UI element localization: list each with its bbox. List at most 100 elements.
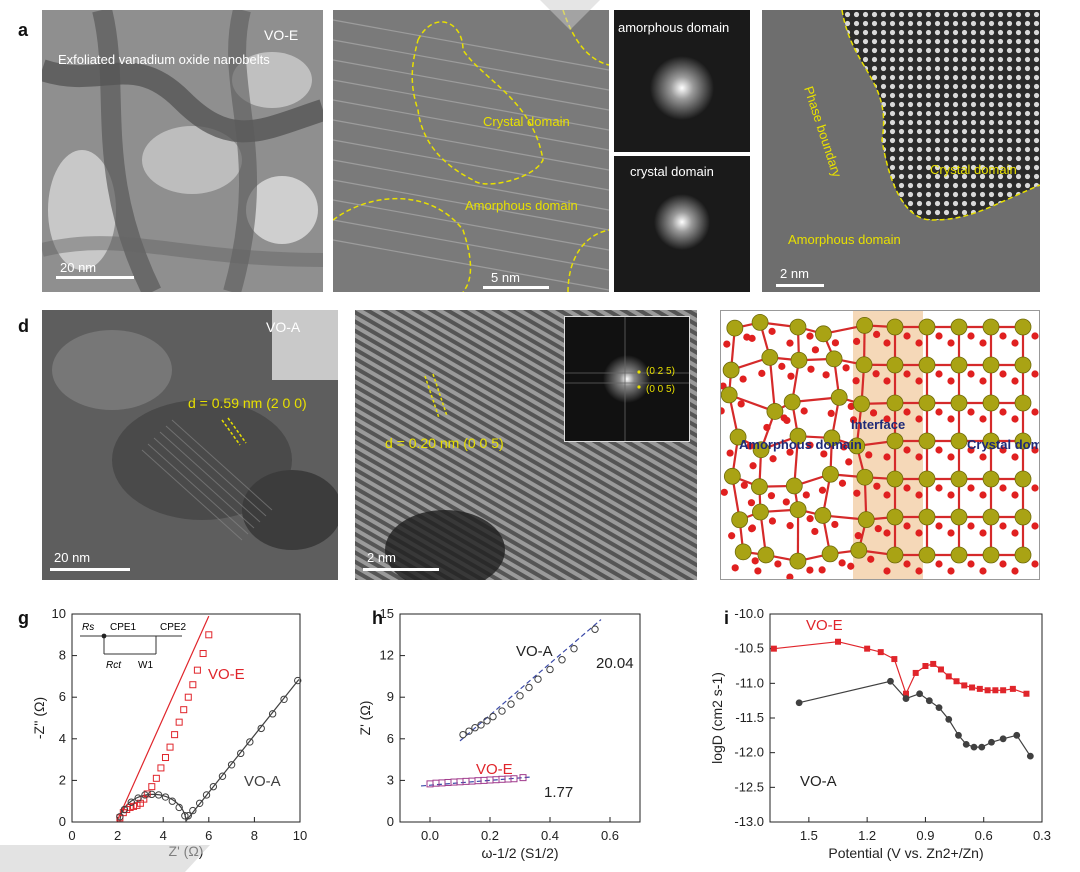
scale-bar-a: 20 nm xyxy=(60,260,96,275)
panel-label-h: h xyxy=(372,608,383,628)
data-point xyxy=(937,666,944,673)
oxygen-atom xyxy=(935,446,943,454)
circuit-cpe1: CPE1 xyxy=(110,622,137,633)
vanadium-atom xyxy=(950,546,968,564)
series-label-vo-a: VO-A xyxy=(244,773,281,790)
vanadium-atom xyxy=(721,386,738,404)
vanadium-atom xyxy=(886,394,904,412)
data-point xyxy=(477,721,485,729)
y-tick-label: 10 xyxy=(52,606,66,621)
data-point xyxy=(519,774,527,782)
oxygen-atom xyxy=(847,402,855,411)
oxygen-atom xyxy=(915,415,923,423)
data-point xyxy=(268,710,277,718)
vanadium-atom xyxy=(752,503,769,521)
data-point xyxy=(912,669,919,676)
oxygen-atom xyxy=(967,560,975,568)
vanadium-atom xyxy=(783,393,801,411)
data-point xyxy=(510,775,518,783)
hrtem-image-b: Crystal domain Amorphous domain 5 nm xyxy=(333,10,609,292)
oxygen-atom xyxy=(786,522,794,530)
y-tick-label: -10.5 xyxy=(734,641,764,656)
series-line xyxy=(773,641,1027,696)
oxygen-atom xyxy=(999,332,1007,340)
oxygen-atom xyxy=(979,415,987,423)
bond xyxy=(768,357,776,412)
data-point xyxy=(984,687,991,694)
vanadium-atom xyxy=(789,318,807,336)
vanadium-atom xyxy=(789,552,807,570)
oxygen-atom xyxy=(999,522,1007,530)
x-tick-label: 2 xyxy=(114,828,121,843)
vanadium-atom xyxy=(790,351,808,369)
oxygen-atom xyxy=(903,408,911,416)
oxygen-atom xyxy=(1011,453,1019,461)
oxygen-atom xyxy=(1011,529,1019,537)
data-point xyxy=(171,731,179,739)
oxygen-atom xyxy=(854,532,862,540)
sample-tag-d: VO-A xyxy=(266,319,301,335)
oxygen-atom xyxy=(782,498,790,506)
oxygen-atom xyxy=(726,449,734,457)
data-point xyxy=(459,730,467,739)
oxygen-atom xyxy=(831,339,840,347)
oxygen-atom xyxy=(915,567,923,575)
vanadium-atom xyxy=(766,403,784,420)
vanadium-atom xyxy=(731,511,749,529)
y-tick-label: -11.0 xyxy=(735,675,764,690)
oxygen-atom xyxy=(883,529,891,537)
y-tick-label: 0 xyxy=(59,814,66,829)
oxygen-atom xyxy=(1011,377,1019,385)
vanadium-atom xyxy=(825,350,843,368)
interface-label-f: Interface xyxy=(851,417,905,432)
data-point xyxy=(257,724,265,733)
amorphous-label-b: Amorphous domain xyxy=(465,198,578,213)
oxygen-atom xyxy=(1031,370,1039,378)
vanadium-atom xyxy=(729,428,747,446)
data-point xyxy=(969,684,976,691)
oxygen-atom xyxy=(806,566,814,574)
data-point xyxy=(280,695,288,703)
vanadium-atom xyxy=(855,356,873,374)
oxygen-atom xyxy=(811,527,819,536)
x-tick-label: 1.2 xyxy=(858,828,876,843)
vanadium-atom xyxy=(950,394,968,412)
vanadium-atom xyxy=(982,432,1000,450)
oxygen-atom xyxy=(915,453,923,461)
atomic-model-f: Amorphous domain Interface Crystal domai… xyxy=(720,310,1040,580)
oxygen-atom xyxy=(903,446,911,454)
hrtem-image-c: Phase boundary Crystal domain Amorphous … xyxy=(762,10,1040,292)
oxygen-atom xyxy=(1031,484,1039,492)
series-label-vo-e: VO-E xyxy=(476,761,513,778)
y-tick-label: -12.0 xyxy=(734,745,764,760)
oxygen-atom xyxy=(872,370,880,378)
data-point xyxy=(955,731,962,739)
caption-a: Exfoliated vanadium oxide nanobelts xyxy=(58,52,270,67)
data-point xyxy=(175,803,183,812)
vanadium-atom xyxy=(1014,432,1032,450)
fft-inset-e: (0 2 5) (0 0 5) xyxy=(564,316,690,442)
oxygen-atom xyxy=(831,520,839,529)
oxygen-atom xyxy=(999,484,1007,492)
x-axis-label: Z' (Ω) xyxy=(169,843,204,859)
oxygen-atom xyxy=(999,408,1007,416)
oxygen-atom xyxy=(1011,339,1019,347)
oxygen-atom xyxy=(999,370,1007,378)
sample-tag-a: VO-E xyxy=(264,27,298,43)
oxygen-atom xyxy=(979,529,987,537)
oxygen-atom xyxy=(827,409,835,418)
data-point xyxy=(558,656,566,664)
vanadium-atom xyxy=(734,543,752,561)
vanadium-atom xyxy=(918,394,936,412)
data-point xyxy=(546,665,554,674)
oxygen-atom xyxy=(883,415,891,423)
oxygen-atom xyxy=(979,491,987,499)
panel-label-i: i xyxy=(724,608,730,628)
oxygen-atom xyxy=(935,408,943,416)
data-point xyxy=(770,645,777,652)
x-tick-label: 0.0 xyxy=(421,828,439,843)
data-point xyxy=(193,666,201,674)
data-point xyxy=(202,791,211,799)
oxygen-atom xyxy=(883,339,891,347)
data-point xyxy=(1000,687,1007,694)
